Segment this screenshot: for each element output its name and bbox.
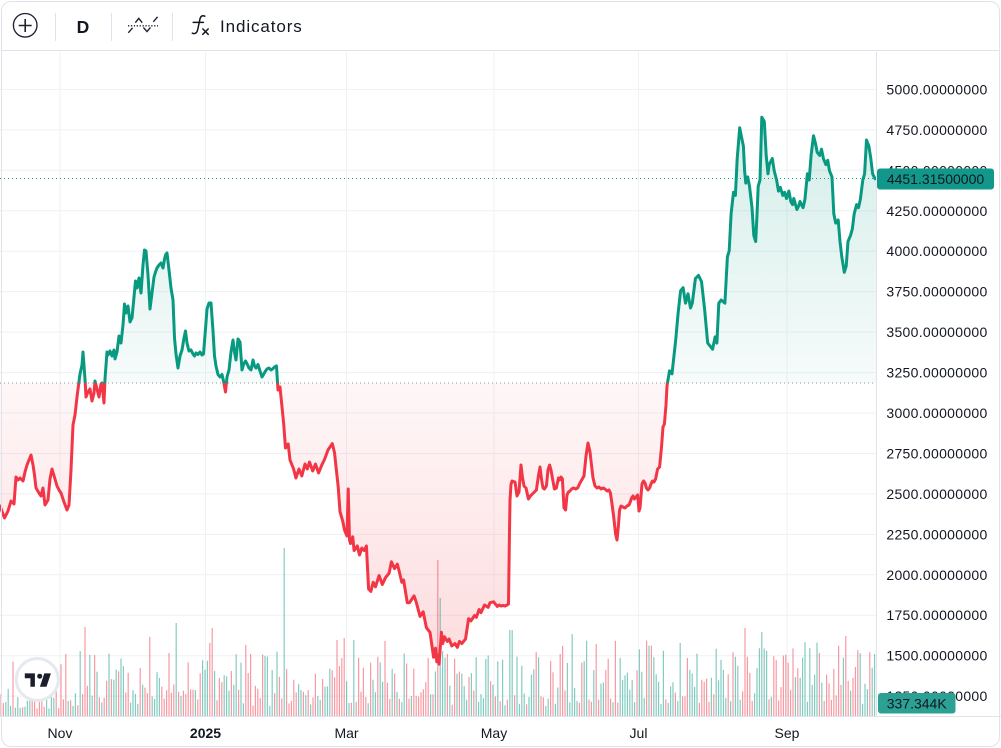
svg-text:1500.00000000: 1500.00000000 [886,648,987,664]
svg-text:5000.00000000: 5000.00000000 [886,81,987,97]
svg-text:4250.00000000: 4250.00000000 [886,203,987,219]
svg-text:4000.00000000: 4000.00000000 [886,243,987,259]
svg-text:4750.00000000: 4750.00000000 [886,122,987,138]
svg-text:1750.00000000: 1750.00000000 [886,607,987,623]
svg-text:3250.00000000: 3250.00000000 [886,365,987,381]
svg-text:2750.00000000: 2750.00000000 [886,446,987,462]
svg-text:2000.00000000: 2000.00000000 [886,567,987,583]
svg-text:Nov: Nov [48,725,73,741]
svg-text:2250.00000000: 2250.00000000 [886,526,987,542]
svg-text:3000.00000000: 3000.00000000 [886,405,987,421]
svg-text:Mar: Mar [334,725,358,741]
svg-text:Jul: Jul [630,725,648,741]
svg-text:2500.00000000: 2500.00000000 [886,486,987,502]
svg-text:4451.31500000: 4451.31500000 [887,171,985,187]
svg-text:337.344K: 337.344K [887,695,948,711]
svg-text:3750.00000000: 3750.00000000 [886,284,987,300]
svg-text:2025: 2025 [190,725,221,741]
svg-text:3500.00000000: 3500.00000000 [886,324,987,340]
svg-text:Sep: Sep [775,725,800,741]
svg-text:May: May [481,725,507,741]
